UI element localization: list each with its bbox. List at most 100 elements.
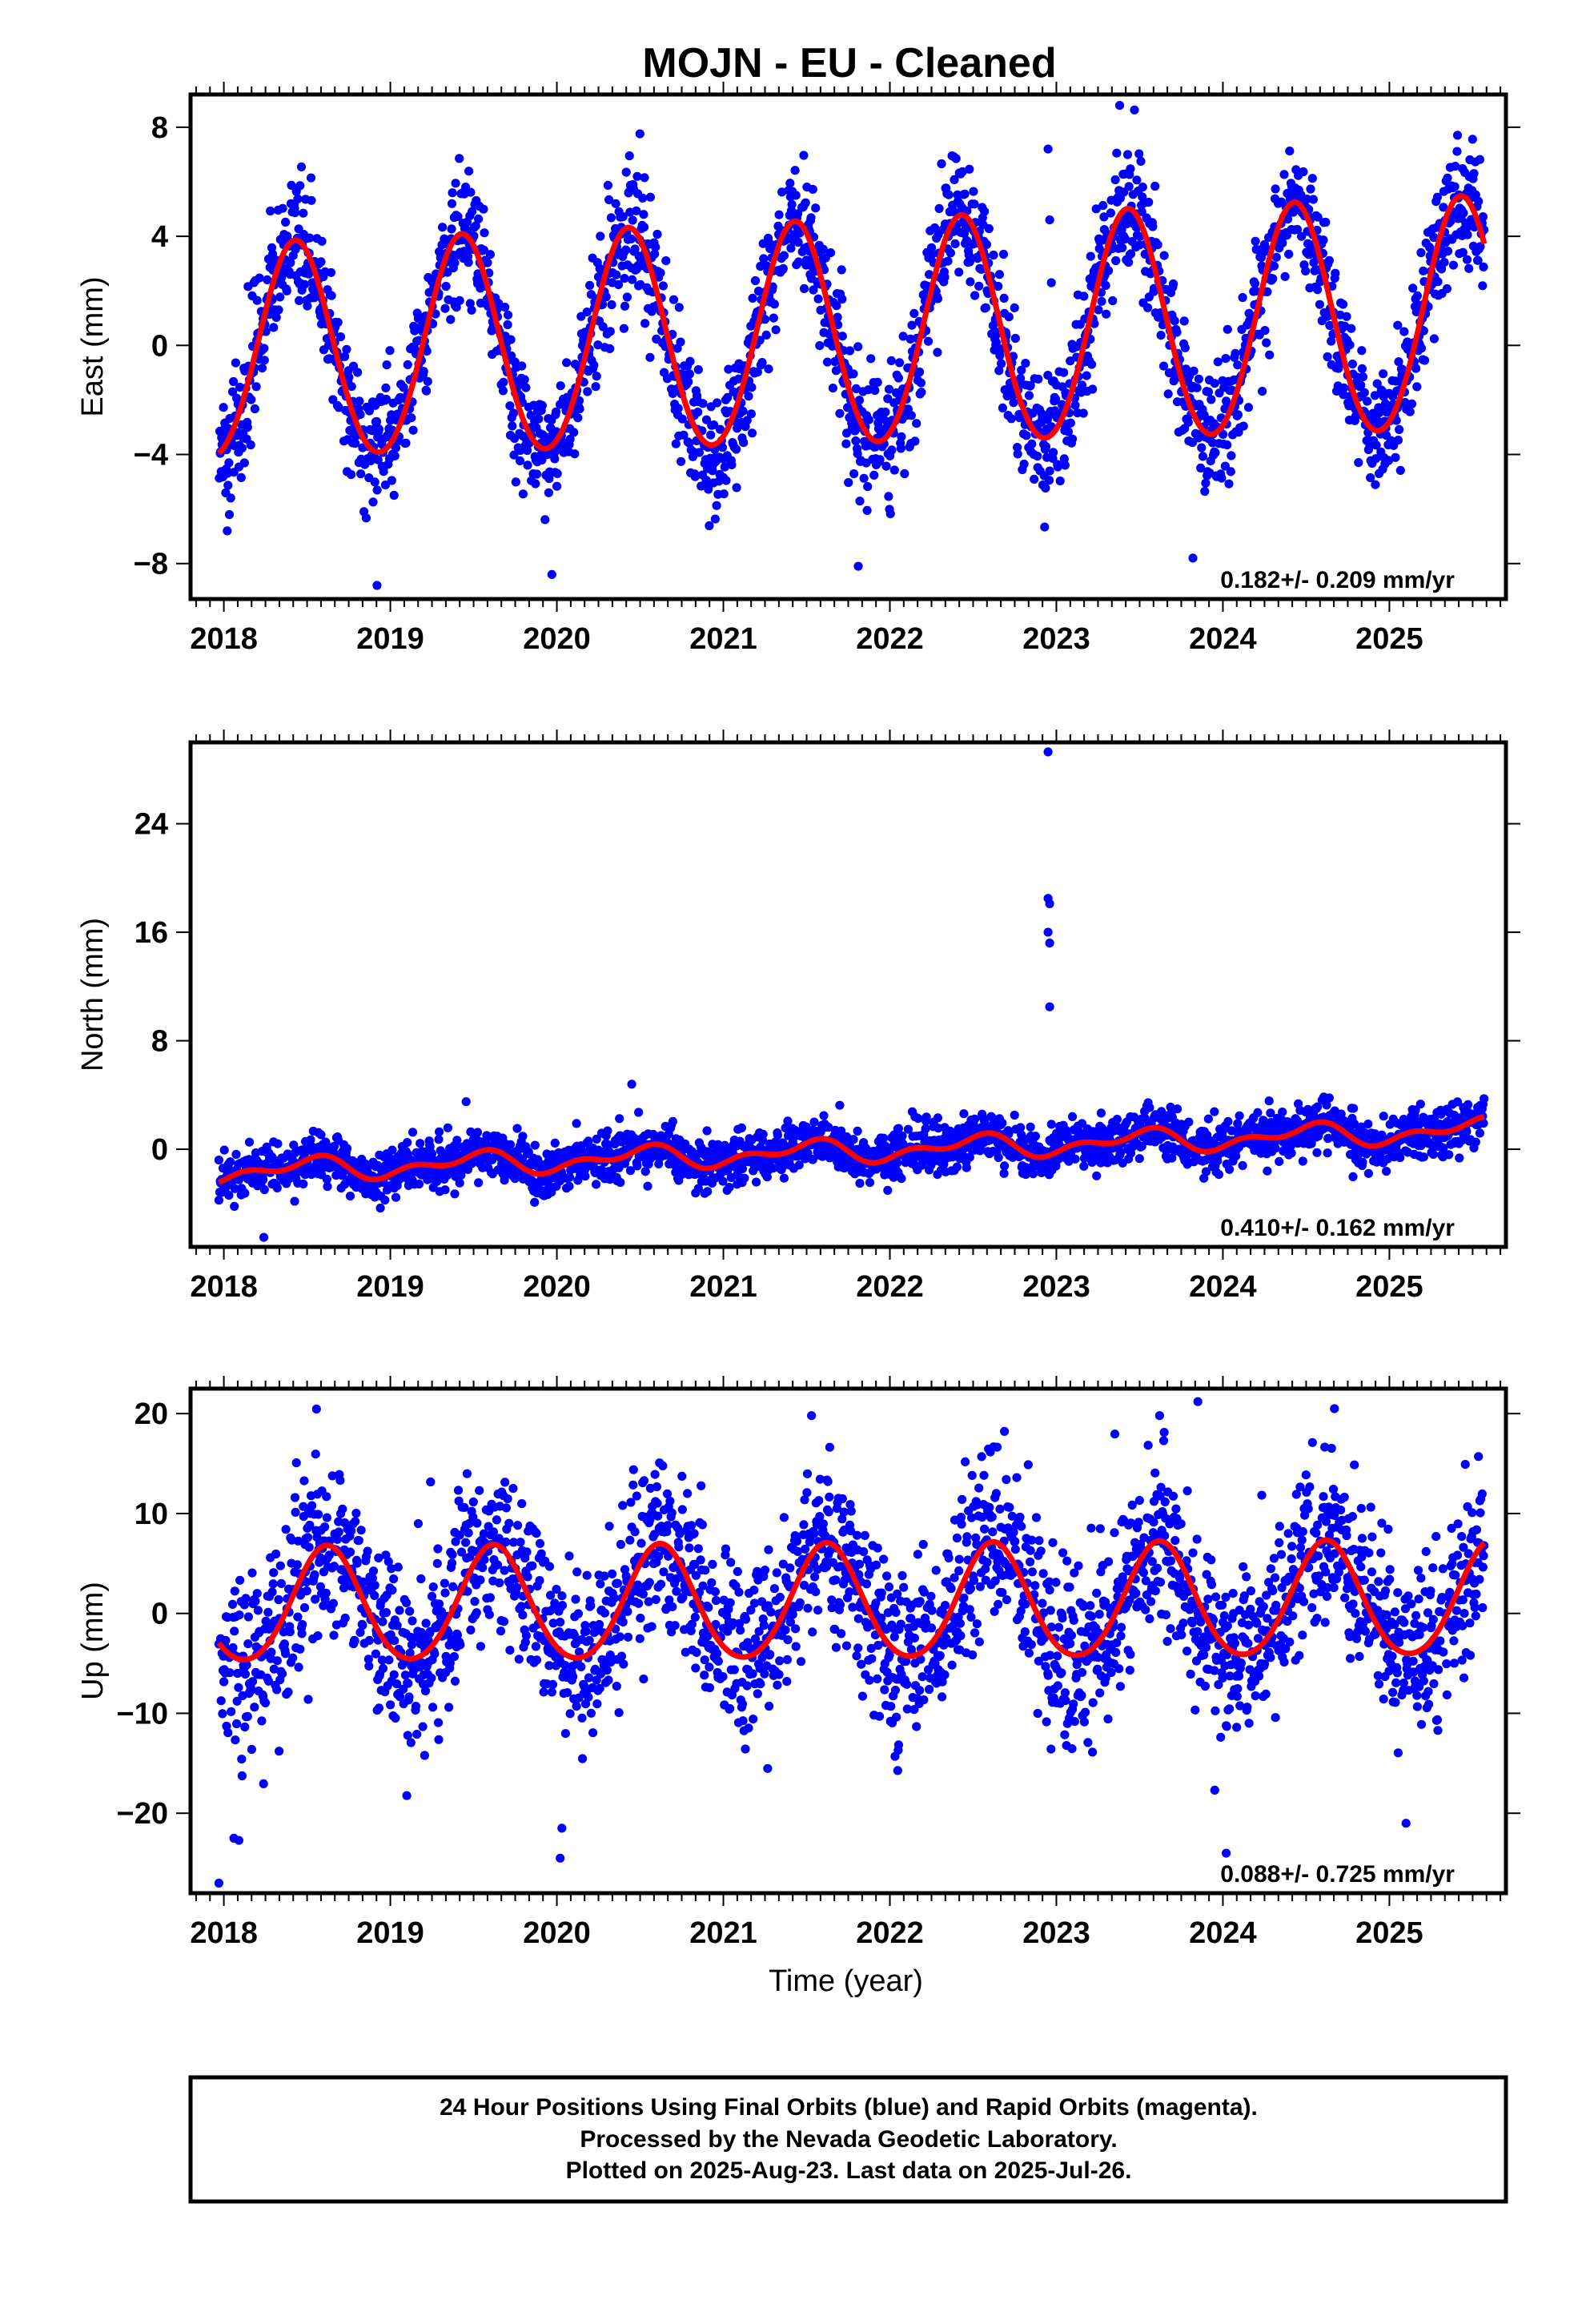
data-point — [970, 1114, 980, 1124]
data-point — [761, 330, 771, 340]
data-point — [969, 187, 978, 196]
data-point — [1004, 1128, 1014, 1137]
data-point — [613, 279, 624, 289]
data-point — [643, 1181, 652, 1191]
data-point — [244, 1137, 255, 1147]
data-point — [999, 293, 1009, 303]
data-point — [757, 358, 767, 368]
data-point — [564, 1181, 574, 1191]
data-point — [1078, 408, 1088, 418]
data-point — [293, 194, 303, 203]
data-point — [1126, 249, 1136, 259]
data-point — [785, 179, 795, 188]
data-point — [419, 367, 428, 376]
data-point — [259, 1184, 269, 1195]
data-point — [825, 248, 836, 258]
data-point — [640, 319, 650, 328]
data-point — [787, 199, 797, 209]
data-point — [1285, 147, 1295, 156]
data-point — [880, 424, 889, 435]
data-point — [299, 279, 310, 289]
observations-north — [214, 747, 1489, 1242]
data-point — [227, 387, 238, 396]
data-point — [290, 207, 300, 218]
data-point — [243, 423, 252, 432]
data-point — [1468, 135, 1477, 144]
data-point — [940, 272, 950, 282]
data-point — [1000, 1161, 1010, 1171]
data-point — [226, 1157, 235, 1167]
x-tick-label: 2019 — [356, 622, 424, 656]
data-point — [461, 1097, 471, 1107]
data-point — [946, 248, 955, 258]
data-point — [769, 313, 778, 323]
data-point — [832, 301, 841, 311]
data-point — [1049, 448, 1058, 457]
data-point — [1233, 360, 1243, 370]
outlier-point — [372, 581, 382, 590]
data-point — [1099, 212, 1109, 222]
data-point — [1043, 371, 1053, 380]
data-point — [1432, 192, 1442, 202]
data-point — [799, 151, 809, 160]
data-point — [355, 396, 364, 406]
data-point — [303, 301, 312, 311]
data-point — [966, 277, 975, 287]
data-point — [897, 432, 906, 441]
data-point — [862, 505, 872, 516]
data-point — [1223, 1116, 1233, 1127]
data-point — [530, 1140, 540, 1150]
data-point — [422, 386, 432, 396]
data-point — [1121, 234, 1130, 243]
data-point — [1055, 476, 1065, 486]
data-point — [1110, 175, 1120, 185]
data-point — [1026, 1122, 1035, 1132]
data-point — [690, 472, 700, 481]
data-point — [713, 398, 722, 408]
data-point — [1452, 147, 1462, 156]
data-point — [441, 281, 451, 292]
data-point — [1358, 1157, 1367, 1168]
data-point — [779, 251, 789, 260]
data-point — [390, 451, 400, 460]
data-point — [1338, 300, 1348, 309]
data-point — [506, 335, 516, 344]
data-point — [407, 413, 416, 423]
data-point — [658, 281, 669, 291]
data-point — [593, 340, 603, 350]
data-point — [269, 323, 279, 332]
data-point — [673, 404, 683, 413]
data-point — [505, 401, 515, 411]
data-point — [1203, 1130, 1212, 1140]
data-point — [737, 1164, 748, 1173]
data-point — [943, 256, 953, 266]
data-point — [704, 485, 713, 494]
data-point — [230, 1184, 239, 1193]
x-tick-label: 2021 — [689, 622, 757, 656]
observations-east — [215, 101, 1489, 590]
data-point — [1319, 235, 1328, 245]
data-point — [1101, 280, 1110, 290]
data-point — [808, 184, 817, 194]
data-point — [671, 439, 681, 448]
y-axis-east: 840−4−8 — [134, 111, 1520, 581]
data-point — [998, 249, 1009, 259]
data-point — [1225, 1164, 1235, 1174]
data-point — [517, 361, 527, 371]
data-point — [271, 312, 281, 322]
data-point — [1278, 239, 1287, 248]
data-point — [778, 263, 788, 273]
data-point — [1203, 1114, 1213, 1124]
data-point — [879, 1133, 889, 1143]
data-point — [1170, 316, 1179, 326]
data-point — [518, 1132, 528, 1141]
data-point — [1271, 184, 1280, 194]
data-point — [1006, 414, 1016, 424]
data-point — [907, 320, 917, 330]
data-point — [592, 372, 601, 381]
data-point — [1010, 1110, 1019, 1120]
data-point — [965, 257, 974, 267]
data-point — [1150, 181, 1160, 191]
panel-east: 2018 2019 2020 2021 2022 2023 2024 2025840−4−8E… — [76, 82, 1520, 656]
data-point — [1210, 1107, 1219, 1116]
